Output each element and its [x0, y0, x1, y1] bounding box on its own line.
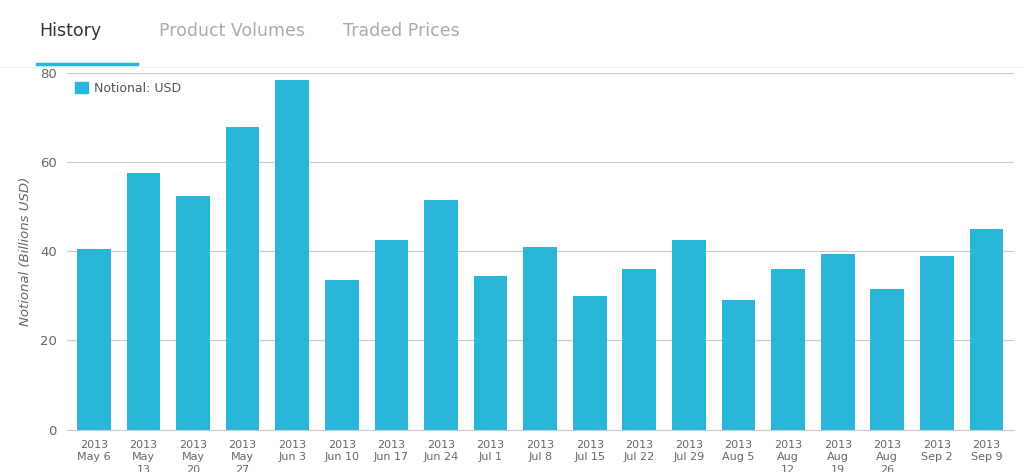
Bar: [77, 249, 111, 430]
Bar: [424, 200, 458, 430]
Bar: [870, 289, 904, 430]
Bar: [176, 196, 210, 430]
Text: History: History: [39, 22, 101, 40]
Bar: [225, 126, 259, 430]
Bar: [474, 276, 508, 430]
Bar: [375, 240, 409, 430]
Bar: [275, 80, 309, 430]
Bar: [325, 280, 358, 430]
Bar: [821, 253, 855, 430]
Bar: [771, 269, 805, 430]
Bar: [970, 229, 1004, 430]
Bar: [672, 240, 706, 430]
Bar: [623, 269, 656, 430]
Bar: [920, 256, 953, 430]
Bar: [722, 300, 756, 430]
Legend: Notional: USD: Notional: USD: [73, 79, 183, 97]
Text: Traded Prices: Traded Prices: [343, 22, 460, 40]
Bar: [523, 247, 557, 430]
Text: Product Volumes: Product Volumes: [159, 22, 305, 40]
Bar: [127, 173, 161, 430]
Y-axis label: Notional (Billions USD): Notional (Billions USD): [18, 177, 32, 326]
Bar: [572, 296, 606, 430]
